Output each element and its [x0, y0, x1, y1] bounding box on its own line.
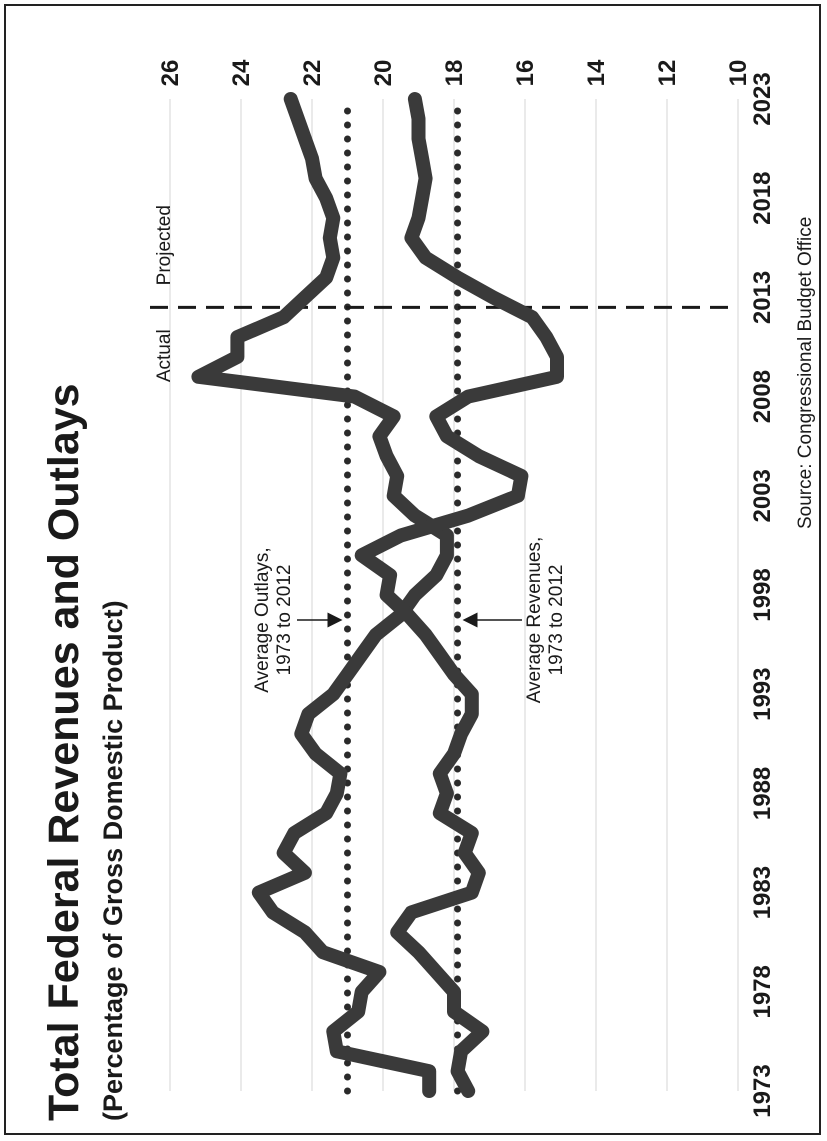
- avg-outlays-label-line2: 1973 to 2012: [274, 565, 295, 676]
- annotations: Average Outlays, 1973 to 2012 Average Reve…: [252, 537, 567, 704]
- x-tick-label-2: 1983: [749, 866, 776, 919]
- chart-title: Total Federal Revenues and Outlays: [40, 383, 88, 1121]
- x-tick-label-5: 1998: [749, 568, 776, 621]
- y-tick-label-0: 10: [725, 60, 752, 87]
- y-axis-ticks: 10 12 14 16 18 20 22 24 26: [157, 59, 752, 86]
- x-tick-label-0: 1973: [749, 1064, 776, 1117]
- y-tick-label-6: 22: [299, 60, 326, 87]
- y-tick-label-7: 24: [228, 59, 255, 86]
- projected-label: Projected: [154, 205, 175, 285]
- x-tick-label-6: 2003: [749, 469, 776, 522]
- y-tick-label-5: 20: [370, 60, 397, 87]
- x-axis-ticks: 1973 1978 1983 1988 1993 1998 2003 2008 2013 2018…: [749, 72, 776, 1117]
- outlays-line: [191, 92, 454, 1098]
- source-note: Source: Congressional Budget Office: [795, 217, 816, 529]
- series-lines: [191, 92, 564, 1098]
- x-tick-label-10: 2023: [749, 72, 776, 125]
- actual-projected-divider: Actual Projected: [150, 205, 738, 382]
- avg-revenues-label-line2: 1973 to 2012: [546, 565, 567, 676]
- avg-outlays-label-line1: Average Outlays,: [252, 547, 273, 692]
- x-tick-label-1: 1978: [749, 965, 776, 1018]
- chart-subtitle: (Percentage of Gross Domestic Product): [98, 600, 128, 1121]
- y-tick-label-1: 12: [654, 60, 681, 87]
- x-tick-label-4: 1993: [749, 668, 776, 721]
- avg-revenues-label-line1: Average Revenues,: [524, 537, 545, 704]
- y-tick-label-3: 16: [512, 60, 539, 87]
- revenues-line: [354, 92, 564, 1098]
- x-tick-label-8: 2013: [749, 271, 776, 324]
- gridlines: [169, 99, 739, 1091]
- y-tick-label-8: 26: [157, 60, 184, 87]
- actual-label: Actual: [154, 329, 175, 382]
- x-tick-label-3: 1988: [749, 767, 776, 820]
- x-tick-label-9: 2018: [749, 172, 776, 225]
- y-tick-label-4: 18: [441, 60, 468, 87]
- y-tick-label-2: 14: [583, 59, 610, 86]
- reference-lines: [344, 95, 462, 1095]
- figure-frame: [4, 4, 821, 1135]
- x-tick-label-7: 2008: [749, 370, 776, 423]
